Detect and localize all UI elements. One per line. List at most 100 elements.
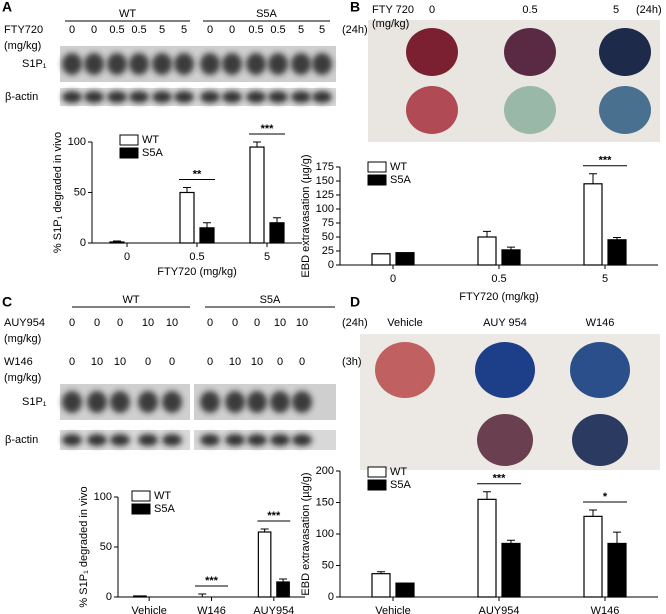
y-tick-label: 50 [74, 186, 86, 198]
lane-label: 0 [69, 24, 75, 36]
blot-band [200, 53, 220, 75]
error-bar [613, 237, 621, 240]
legend-label: S5A [154, 503, 175, 515]
bar [269, 222, 285, 244]
lane-label: 10 [114, 356, 126, 368]
blot-band [225, 434, 245, 446]
blot-band [225, 391, 245, 413]
blot-band [268, 91, 288, 103]
lung [599, 86, 651, 134]
blot-band [174, 53, 194, 75]
blot-band [222, 53, 242, 75]
legend-label: WT [390, 466, 407, 478]
y-axis-label: EBD extravasation (µg/g) [300, 154, 312, 277]
blot-band [200, 391, 220, 413]
x-tick-label: W146 [197, 605, 226, 614]
blot-band [107, 91, 127, 103]
lane-label: 0 [429, 4, 435, 16]
lane-label: 5 [181, 24, 187, 36]
bar [607, 542, 627, 598]
band-label: S1P₁ [22, 396, 47, 408]
group-label: WT [119, 8, 136, 20]
legend-swatch [131, 490, 151, 502]
bar [109, 241, 125, 244]
y-tick-label: 0 [328, 591, 334, 603]
y-tick-label: 50 [322, 559, 334, 571]
panel-label: C [2, 294, 12, 310]
blot [60, 46, 336, 82]
y-tick-label: 0 [106, 591, 112, 603]
lane-label: 10 [142, 317, 154, 329]
blot-band [87, 434, 107, 446]
legend-swatch [131, 503, 151, 515]
lung [375, 342, 435, 398]
lane-label: 0.5 [248, 24, 263, 36]
x-tick-label: 0 [124, 251, 130, 263]
lane-label: 0 [232, 317, 238, 329]
lane-label: 5 [613, 4, 619, 16]
legend-label: S5A [390, 174, 411, 186]
significance-label: *** [599, 155, 613, 167]
bar [276, 581, 290, 598]
x-tick-label: 0.5 [491, 273, 506, 285]
legend-label: S5A [142, 147, 163, 159]
blot-band [270, 434, 290, 446]
row-label: (mg/kg) [4, 333, 41, 345]
y-tick-label: 100 [316, 203, 334, 215]
bar [583, 183, 603, 266]
significance-label: *** [261, 123, 275, 135]
time-label: (24h) [342, 24, 368, 36]
lane-label: 0 [207, 317, 213, 329]
error-bar [279, 578, 288, 582]
panel-label: A [2, 0, 12, 15]
x-tick-label: 0 [390, 273, 396, 285]
error-bar [589, 173, 597, 184]
lane-label: 5 [319, 24, 325, 36]
bar [257, 531, 272, 598]
time-label: (24h) [636, 4, 662, 16]
lung [475, 342, 535, 398]
condition-label: Vehicle [387, 317, 422, 329]
error-bar [253, 141, 261, 148]
lane-label: 0.5 [131, 24, 146, 36]
blot-band [62, 391, 82, 413]
bar [133, 595, 147, 598]
error-bar [589, 509, 597, 517]
y-tick-label: 150 [316, 496, 334, 508]
bar [199, 227, 215, 244]
legend-swatch [367, 466, 387, 478]
bar [371, 573, 391, 598]
group-label: WT [122, 294, 139, 306]
lane-label: 10 [274, 317, 286, 329]
bar [607, 239, 627, 266]
significance-label: ** [193, 168, 202, 180]
blot-band [110, 434, 130, 446]
error-bar [198, 593, 207, 597]
blot-band [62, 53, 82, 75]
blot-band [138, 434, 158, 446]
y-tick-label: 0 [328, 259, 334, 271]
legend-label: WT [142, 134, 159, 146]
blot-band [162, 391, 182, 413]
panel-label: D [350, 294, 360, 310]
bar [249, 146, 265, 244]
lane-label: 5 [298, 24, 304, 36]
band-label: β-actin [5, 91, 38, 103]
band-label: S1P₁ [22, 58, 47, 70]
y-tick-label: 75 [322, 217, 334, 229]
x-tick-label: Vehicle [131, 605, 166, 614]
blot-band [312, 53, 332, 75]
lane-label: 0 [277, 356, 283, 368]
legend-swatch [119, 147, 139, 159]
blot-band [87, 391, 107, 413]
blot-band [200, 91, 220, 103]
error-bar [507, 246, 515, 250]
error-bar [203, 222, 211, 228]
blot-band [247, 434, 267, 446]
blot [60, 88, 336, 106]
blot-band [268, 53, 288, 75]
lane-label: 0 [169, 356, 175, 368]
bar [477, 236, 497, 266]
y-tick-label: 50 [100, 541, 112, 553]
band-label: β-actin [5, 434, 38, 446]
